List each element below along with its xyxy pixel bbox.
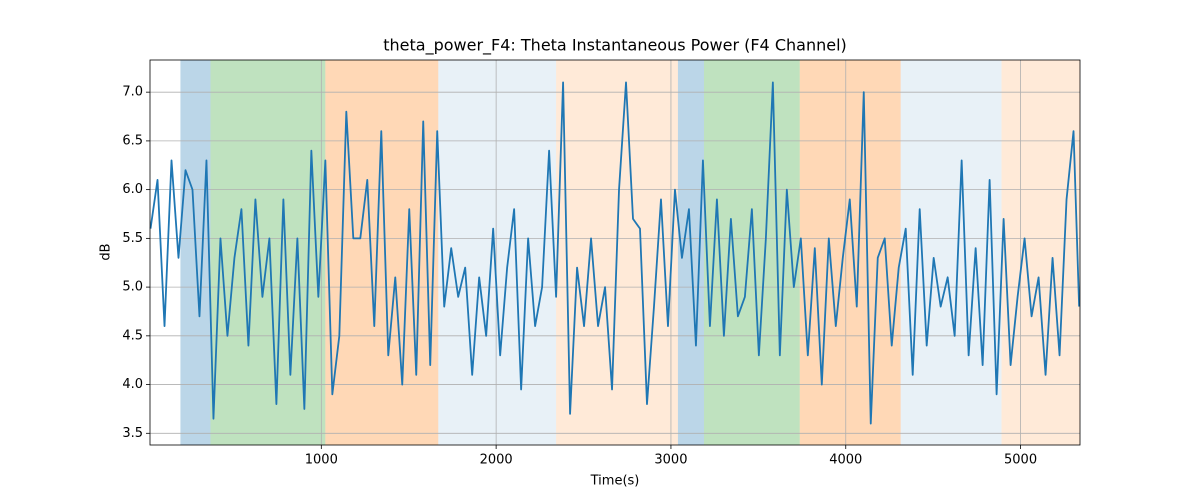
x-tick-label: 1000	[305, 453, 338, 468]
y-axis-label: dB	[99, 243, 114, 260]
y-tick-label: 3.5	[122, 426, 143, 441]
chart-title: theta_power_F4: Theta Instantaneous Powe…	[383, 36, 847, 56]
data-line	[149, 81, 1081, 425]
x-tick-label: 2000	[480, 453, 513, 468]
y-tick-label: 5.5	[122, 231, 143, 246]
shaded-span	[703, 60, 800, 445]
x-tick-label: 4000	[829, 453, 862, 468]
y-tick-label: 6.5	[122, 133, 143, 148]
shaded-span	[438, 60, 557, 445]
y-tick-label: 6.0	[122, 182, 143, 197]
x-tick-label: 3000	[654, 453, 687, 468]
y-tick-label: 7.0	[122, 85, 143, 100]
y-tick-label: 4.5	[122, 328, 143, 343]
shaded-span	[1001, 60, 1080, 445]
shaded-span	[799, 60, 901, 445]
y-tick-label: 4.0	[122, 377, 143, 392]
x-tick-label: 5000	[1004, 453, 1037, 468]
x-axis-label: Time(s)	[590, 474, 640, 489]
y-tick-label: 5.0	[122, 280, 143, 295]
plot-frame	[149, 59, 1081, 446]
